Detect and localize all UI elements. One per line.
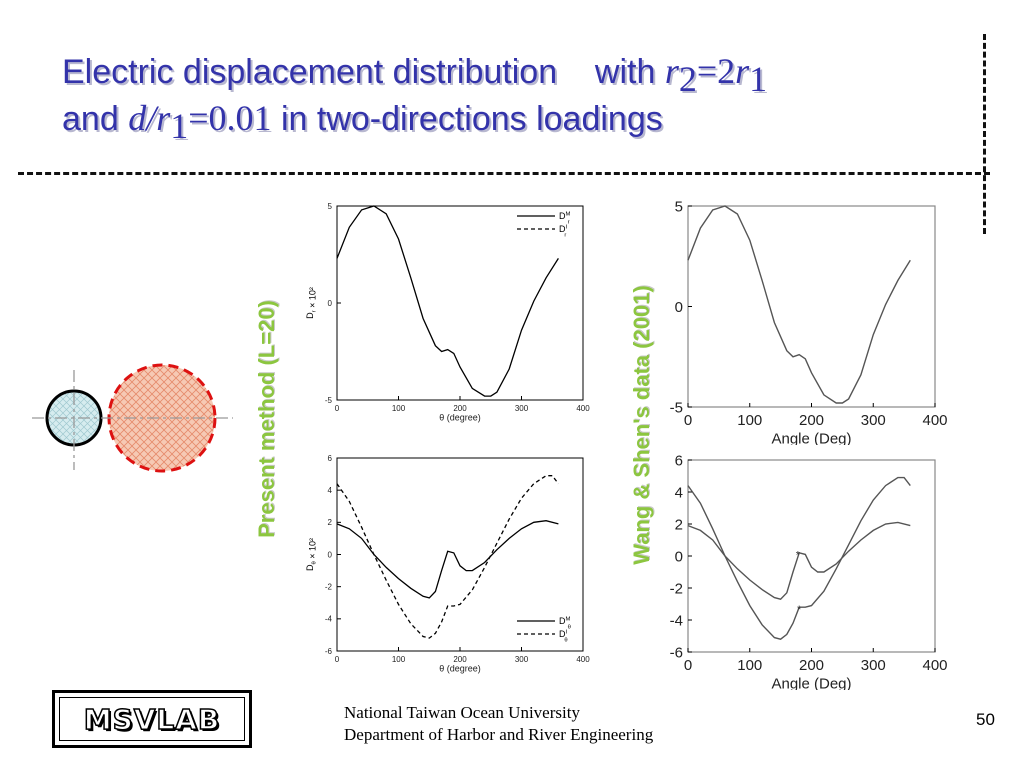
x-tick-label: 0 <box>335 655 340 664</box>
plot-frame <box>687 205 936 408</box>
x-tick-label: 200 <box>799 657 824 674</box>
present-method-label: Present method (L=20) <box>254 300 279 538</box>
inclusion-diagram <box>32 363 233 473</box>
series-line-1 <box>687 205 911 404</box>
title-line2: and d/r1=0.01 in two-directions loadings <box>62 98 663 144</box>
x-tick-label: 200 <box>799 412 824 429</box>
x-tick-label: 300 <box>515 655 529 664</box>
x-axis-label: θ (degree) <box>439 663 481 673</box>
x-tick-label: 0 <box>684 657 692 674</box>
chart-wang-tangential: 0 100 200 300 400 -6 -4 -2 0 2 4 6 Angle (Deg) * * <box>670 452 948 691</box>
y-tick-label: 6 <box>328 454 333 463</box>
series-line-2 <box>687 476 911 640</box>
msvlab-logo-text: MSVLAB <box>59 697 245 741</box>
footer-university: National Taiwan Ocean University <box>344 703 580 722</box>
legend-entry-1: DM r <box>559 211 571 226</box>
x-tick-label: 100 <box>392 404 406 413</box>
x-tick-label: 400 <box>576 655 590 664</box>
x-tick-label: 400 <box>576 404 590 413</box>
y-axis-label: Dθ × 10² <box>305 538 318 571</box>
y-tick-label: -2 <box>325 582 333 591</box>
x-tick-label: 100 <box>737 412 762 429</box>
x-tick-label: 300 <box>861 412 886 429</box>
x-tick-label: 0 <box>335 404 340 413</box>
y-tick-label: 2 <box>675 516 683 533</box>
x-axis-label: θ (degree) <box>439 412 481 422</box>
y-tick-label: 0 <box>675 548 683 565</box>
series-line-1 <box>336 205 559 397</box>
math-sub: 1 <box>170 105 189 146</box>
title-text-with: with <box>594 53 656 91</box>
title-text-1: Electric displacement distribution <box>62 53 558 91</box>
y-axis-label: Dr × 10² <box>305 287 318 319</box>
x-tick-label: 100 <box>737 657 762 674</box>
y-tick-label: -5 <box>325 396 333 405</box>
y-tick-label: -6 <box>670 644 683 661</box>
math-eq: =2 <box>696 51 736 91</box>
dashed-divider-horizontal <box>18 172 990 175</box>
math-sub: 2 <box>678 58 697 99</box>
y-tick-label: -4 <box>325 615 333 624</box>
x-tick-label: 300 <box>861 657 886 674</box>
x-tick-label: 100 <box>392 655 406 664</box>
y-tick-label: 4 <box>328 486 333 495</box>
math-sub: 1 <box>749 58 768 99</box>
x-axis-label: Angle (Deg) <box>771 431 851 446</box>
y-tick-label: -4 <box>670 612 683 629</box>
legend-entry-2: DI r <box>559 224 568 239</box>
x-tick-label: 300 <box>515 404 529 413</box>
legend-entry-1: DM θ <box>559 616 571 631</box>
legend-entry-2: DI θ <box>559 629 568 644</box>
page-number: 50 <box>976 710 995 729</box>
math-ratio: =0.01 <box>188 98 272 138</box>
y-tick-label: 2 <box>328 518 333 527</box>
y-tick-label: 5 <box>328 202 333 211</box>
title-text-2: in two-directions loadings <box>280 100 663 138</box>
plot-frame <box>336 205 584 401</box>
math-r1b: r <box>156 98 171 138</box>
y-tick-label: 5 <box>675 200 683 215</box>
slide-title: Electric displacement distribution with … <box>62 48 962 144</box>
asterisk-marker: * <box>797 604 802 616</box>
y-tick-label: 0 <box>328 299 333 308</box>
footer: National Taiwan Ocean University Departm… <box>344 702 653 746</box>
series-line-1 <box>336 520 559 599</box>
x-tick-label: 200 <box>453 655 467 664</box>
y-tick-label: 6 <box>675 452 683 469</box>
x-tick-label: 0 <box>684 412 692 429</box>
chart-present-tangential: 0 100 200 300 400 -6 -4 -2 0 2 4 6 θ (degree) Dθ × 10… <box>305 454 590 674</box>
series-line-1 <box>687 521 911 600</box>
math-d-over: d/ <box>128 98 157 138</box>
x-tick-label: 200 <box>453 404 467 413</box>
x-axis-label: Angle (Deg) <box>771 676 851 691</box>
y-tick-label: 0 <box>675 299 683 316</box>
y-tick-label: 4 <box>675 484 683 501</box>
x-tick-label: 400 <box>922 412 947 429</box>
y-tick-label: 0 <box>328 550 333 559</box>
dashed-divider-vertical <box>983 34 986 234</box>
title-text-and: and <box>62 100 119 138</box>
math-r2: r <box>664 51 679 91</box>
y-tick-label: -5 <box>670 399 683 416</box>
y-tick-label: -6 <box>325 647 333 656</box>
wang-shen-label: Wang & Shen's data (2001) <box>629 285 654 565</box>
title-line1: Electric displacement distribution with … <box>62 51 767 97</box>
x-tick-label: 400 <box>922 657 947 674</box>
asterisk-marker: * <box>796 549 801 561</box>
msvlab-logo: MSVLAB <box>52 690 252 748</box>
math-r1: r <box>735 51 750 91</box>
series-line-2 <box>336 475 559 639</box>
y-tick-label: -2 <box>670 580 683 597</box>
footer-department: Department of Harbor and River Engineeri… <box>344 725 654 744</box>
